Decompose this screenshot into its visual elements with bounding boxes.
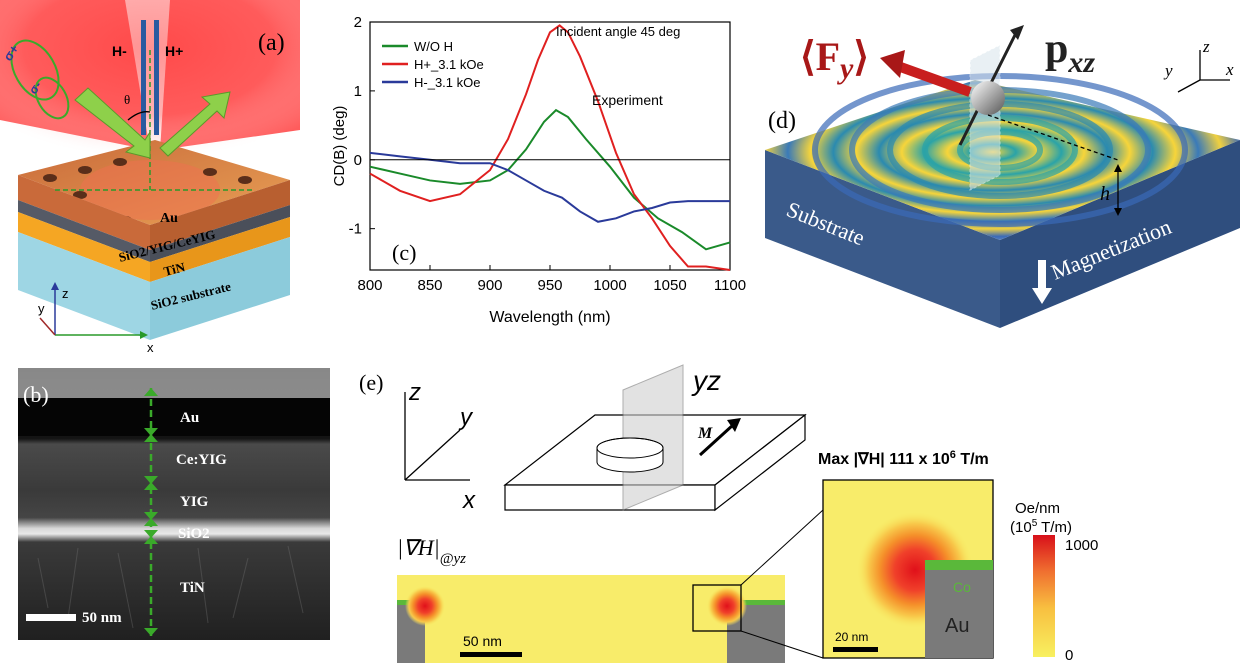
e-axis-y: y <box>458 404 474 431</box>
tin-layer <box>18 212 150 282</box>
theta-label: θ <box>124 92 130 107</box>
au-label: Au <box>945 615 969 637</box>
x-tick-label: 850 <box>417 277 442 294</box>
axis-y-label: y <box>38 301 45 316</box>
axis-x-label: x <box>147 340 154 355</box>
substrate-front <box>765 150 1000 328</box>
yz-plane <box>622 364 684 511</box>
x-tick-label: 950 <box>537 277 562 294</box>
colorbar-unit-1: Oe/nm <box>1015 500 1060 517</box>
m-label: M <box>697 425 713 442</box>
chart-legend: W/O H H+_3.1 kOe H-_3.1 kOe <box>382 39 484 90</box>
scale-bar-e-label: 50 nm <box>463 633 502 649</box>
sigma-minus-ring <box>34 76 70 120</box>
chart-annotation-angle: Incident angle 45 deg <box>556 24 680 39</box>
panel-e: (e) z y x M yz |∇H|@yz 50 nm Max |∇H| 11… <box>359 364 1098 663</box>
panel-a: x y z (a) H- H+ σ+ σ- θ Au SiO2/YIG/CeYI… <box>0 0 300 355</box>
substrate-layer <box>18 232 150 340</box>
ripple-surface <box>765 80 1240 240</box>
layer-au-label: Au <box>160 211 178 226</box>
axis-z-label: z <box>62 286 69 301</box>
scale-bar-zoom-label: 20 nm <box>835 630 868 644</box>
plot-frame <box>369 21 731 271</box>
legend-label: H+_3.1 kOe <box>414 57 484 72</box>
x-tick-label: 800 <box>357 277 382 294</box>
h-plus-arrow <box>154 20 159 135</box>
x-tick-label: 1000 <box>593 277 626 294</box>
panel-d-label: (d) <box>768 108 796 134</box>
height-label: h <box>1100 183 1110 205</box>
chart-ylabel: CD(B) (deg) <box>331 106 348 187</box>
y-tick-label: 0 <box>354 152 362 169</box>
chart-annotation-experiment: Experiment <box>592 92 663 108</box>
d-axis-z: z <box>1202 37 1210 56</box>
incident-arrow <box>74 87 151 159</box>
tem-layer-ceyig: Ce:YIG <box>176 452 227 468</box>
m-arrow <box>727 418 741 432</box>
panel-e-label: (e) <box>359 370 383 395</box>
scale-bar-zoom <box>833 647 878 652</box>
scale-bar-b-label: 50 nm <box>82 610 122 626</box>
y-tick-label: 2 <box>354 14 362 31</box>
colorbar <box>1033 535 1055 657</box>
magnetization-arrow <box>1038 260 1046 290</box>
scale-bar-b <box>26 614 76 621</box>
e-axis-x: x <box>462 487 476 514</box>
chart-xlabel: Wavelength (nm) <box>489 309 610 326</box>
colorbar-unit-2: (105 T/m) <box>1010 518 1072 536</box>
co-label: Co <box>953 579 971 595</box>
colorbar-min: 0 <box>1065 647 1073 663</box>
tem-layer-tin: TiN <box>180 580 205 596</box>
yig-layer <box>18 200 150 262</box>
h-minus-arrow <box>141 20 146 135</box>
max-grad-title: Max |∇H| 111 x 106 T/m <box>818 449 989 468</box>
sigma-plus-ring <box>10 39 60 101</box>
e-axis-z: z <box>408 379 421 406</box>
reflected-arrow <box>159 91 231 157</box>
panel-a-label: (a) <box>258 30 285 56</box>
series-line-1 <box>369 24 731 271</box>
panel-d: z x y (d) ⟨Fy⟩ pxz h Substrate Magnetiza… <box>765 25 1240 328</box>
y-tick-label: -1 <box>349 221 362 238</box>
layer-tin-label: TiN <box>162 259 187 279</box>
series-line-0 <box>369 108 731 251</box>
tem-layer-sio2: SiO2 <box>178 526 210 542</box>
h-plus-label: H+ <box>165 43 183 59</box>
x-tick-label: 1100 <box>714 277 746 294</box>
h-minus-label: H- <box>112 43 127 59</box>
colorbar-max: 1000 <box>1065 537 1098 554</box>
x-tick-label: 900 <box>477 277 502 294</box>
y-tick-label: 1 <box>354 83 362 100</box>
d-axis-x: x <box>1225 60 1234 79</box>
tem-layer-au: Au <box>180 410 199 426</box>
tem-layer-yig: YIG <box>180 494 209 510</box>
force-arrow <box>893 60 972 97</box>
panel-b: (b) Au Ce:YIG YIG SiO2 TiN 50 nm <box>18 368 330 640</box>
scale-bar-e <box>460 652 522 657</box>
plane-label: yz <box>691 365 721 396</box>
panel-c-chart: 800 850 900 950 1000 1050 1100 -1 0 1 2 Wavelength… <box>331 14 746 326</box>
legend-label: H-_3.1 kOe <box>414 75 480 90</box>
force-label: ⟨Fy⟩ <box>800 34 869 85</box>
series-line-2 <box>369 151 730 223</box>
panel-c-label: (c) <box>392 240 416 265</box>
x-tick-label: 1050 <box>653 277 686 294</box>
d-axis-y: y <box>1163 61 1173 80</box>
legend-label: W/O H <box>414 39 453 54</box>
panel-b-label: (b) <box>23 382 49 407</box>
particle-sphere <box>971 81 1005 115</box>
dipole-label: pxz <box>1045 26 1095 79</box>
grad-label: |∇H|@yz <box>397 535 466 567</box>
zoom-box <box>692 584 742 632</box>
